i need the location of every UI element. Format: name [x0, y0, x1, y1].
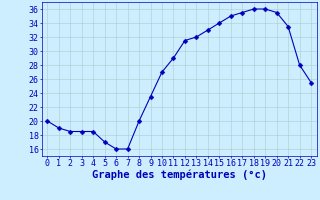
X-axis label: Graphe des températures (°c): Graphe des températures (°c) — [92, 169, 267, 180]
